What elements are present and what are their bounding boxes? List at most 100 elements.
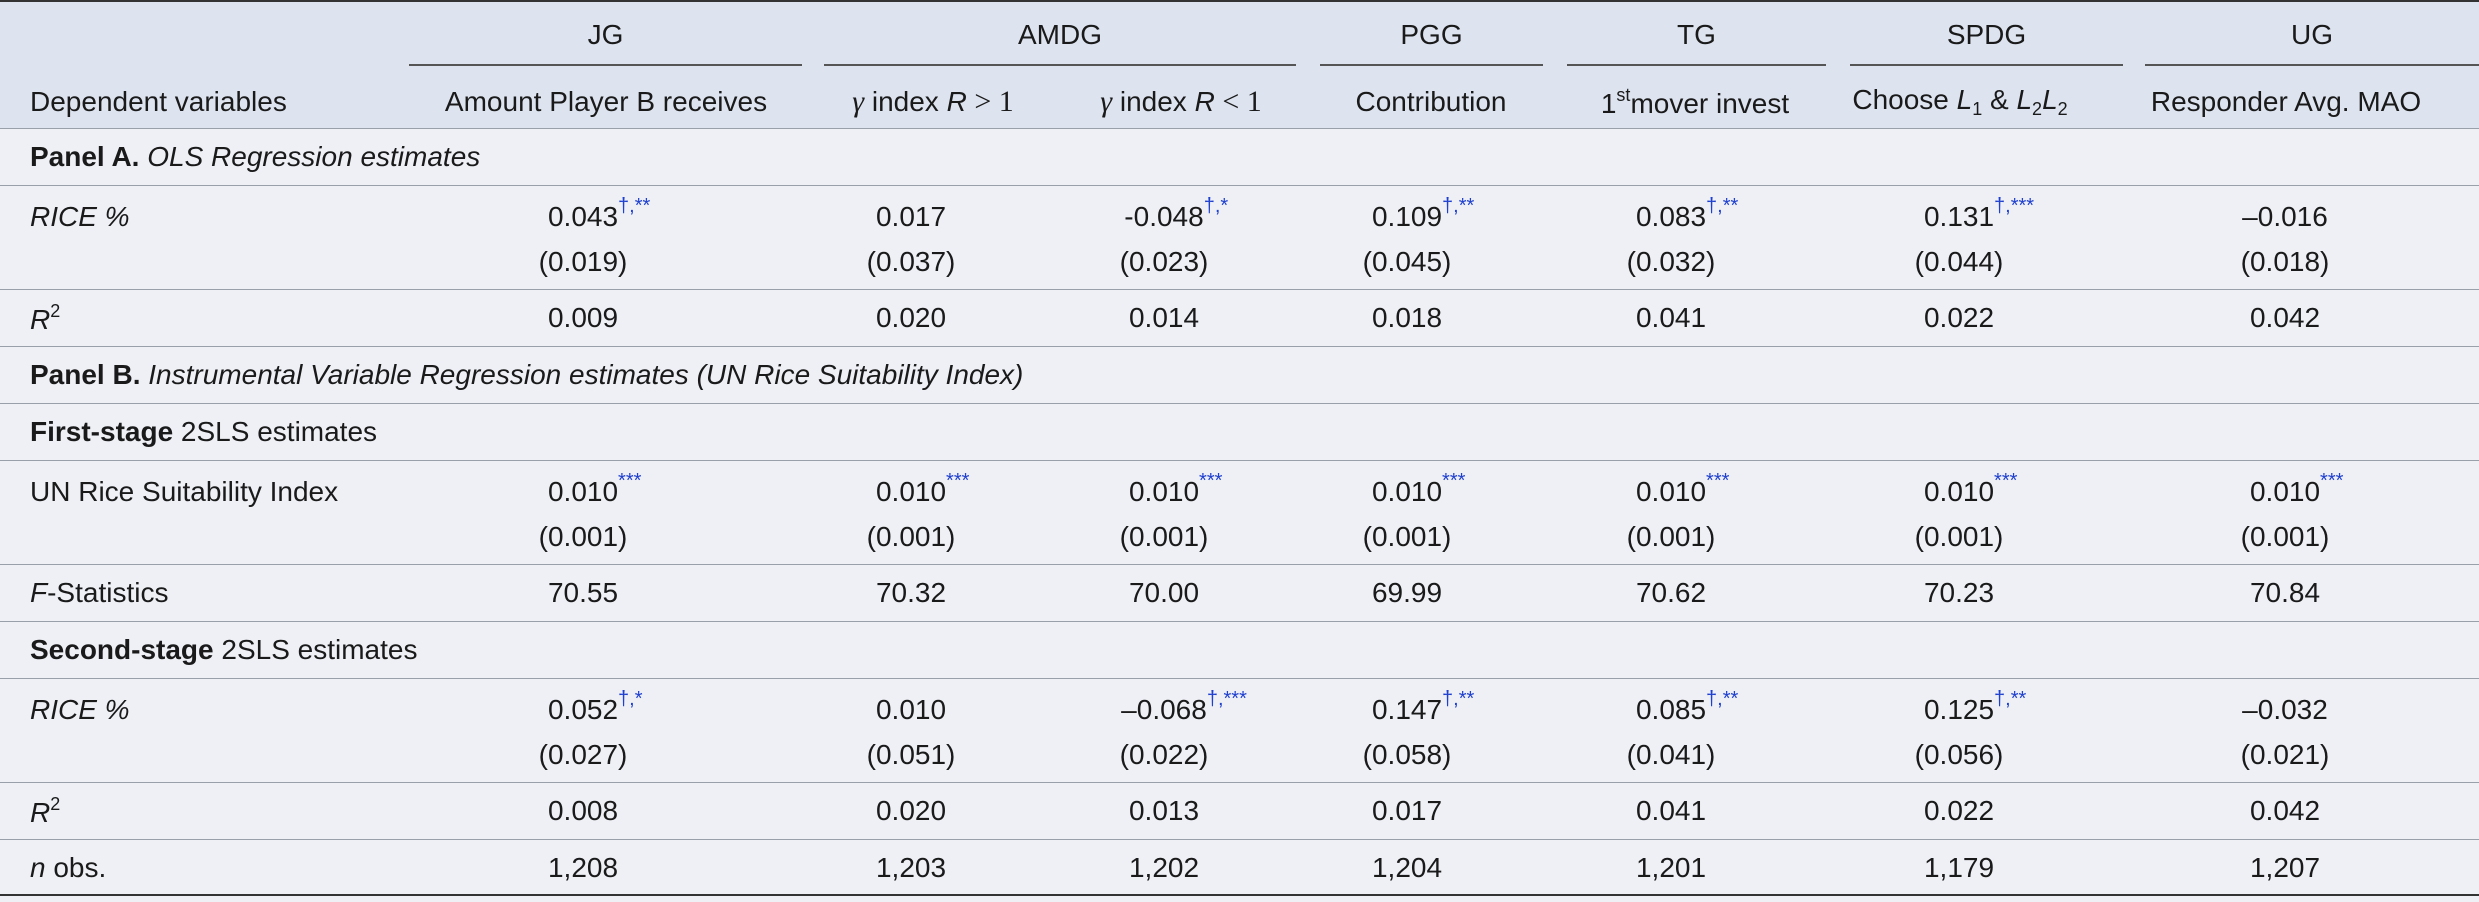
text-part: 2 xyxy=(2032,99,2043,119)
text-part: R xyxy=(1194,86,1215,117)
cell: 0.042 xyxy=(2249,301,2321,333)
cell: 1,203 xyxy=(876,853,946,882)
cell-value: –0.032 xyxy=(2242,694,2328,725)
cell: 0.018 xyxy=(1371,301,1443,333)
cell-value: 0.010 xyxy=(2249,476,2321,507)
cell: 70.62 xyxy=(1635,576,1707,608)
row-rule xyxy=(0,289,2479,290)
header-rule xyxy=(0,128,2479,129)
cell: 0.131 †,*** xyxy=(1923,196,2034,232)
cell-value: 0.052 xyxy=(547,694,619,725)
text-part: 2 xyxy=(50,300,61,321)
cell: 70.32 xyxy=(876,578,946,607)
cell: 70.55 xyxy=(548,578,618,607)
game-underline xyxy=(409,64,802,66)
cell: 69.99 xyxy=(1371,576,1443,608)
cell-value: 1,179 xyxy=(1923,851,1995,883)
row-label: R2 xyxy=(30,795,60,827)
cell: 0.010 *** xyxy=(2249,471,2343,507)
standard-error: (0.001) xyxy=(538,521,628,552)
column-label: Responder Avg. MAO xyxy=(2151,88,2421,116)
game-name: UG xyxy=(2291,19,2333,50)
text-part: Amount Player B receives xyxy=(444,86,768,117)
cell-value: 0.022 xyxy=(1923,301,1995,333)
text-part: -Statistics xyxy=(47,576,169,608)
row-label: First-stage 2SLS estimates xyxy=(30,415,377,447)
cell: -0.048 †,* xyxy=(1124,196,1228,231)
standard-error: (0.001) xyxy=(1914,521,2004,552)
standard-error: (0.022) xyxy=(1119,739,1209,770)
significance: †,*** xyxy=(1206,688,1247,710)
row-rule xyxy=(0,621,2479,622)
cell-value: 0.125 xyxy=(1923,694,1995,725)
column-label: γ index R < 1 xyxy=(1100,87,1261,117)
text-part: obs. xyxy=(45,851,107,883)
text-part: R xyxy=(30,796,51,828)
cell-value: 0.083 xyxy=(1635,201,1707,232)
column-label: Amount Player B receives xyxy=(445,88,767,116)
text-part: OLS Regression estimates xyxy=(147,140,481,172)
text-part: RICE % xyxy=(30,694,130,725)
cell: 0.010 *** xyxy=(1371,471,1465,507)
cell-value: 70.62 xyxy=(1635,576,1707,608)
cell: 1,207 xyxy=(2250,853,2320,882)
game-underline xyxy=(824,64,1296,66)
standard-error: (0.051) xyxy=(866,739,956,770)
cell-value: 0.042 xyxy=(2249,301,2321,333)
cell-value: 0.010 xyxy=(1371,476,1443,507)
cell: 70.84 xyxy=(2250,578,2320,607)
cell: 0.020 xyxy=(875,794,947,826)
cell-value: 1,204 xyxy=(1371,851,1443,883)
cell-value: 0.018 xyxy=(1371,301,1443,333)
cell-value: 0.131 xyxy=(1923,201,1995,232)
row-rule xyxy=(0,564,2479,565)
row-label: Second-stage 2SLS estimates xyxy=(30,635,417,664)
significance: *** xyxy=(618,470,642,492)
cell: 0.125 †,** xyxy=(1923,689,2026,725)
cell: 0.020 xyxy=(876,303,946,332)
standard-error: (0.032) xyxy=(1626,246,1716,277)
cell-value: 69.99 xyxy=(1371,576,1443,608)
cell: 0.010 xyxy=(876,696,946,724)
text-part: 1 xyxy=(1600,88,1617,119)
standard-error: (0.021) xyxy=(2240,739,2330,770)
cell: 0.010 *** xyxy=(1924,471,2017,506)
standard-error: (0.023) xyxy=(1119,246,1209,277)
row-rule xyxy=(0,839,2479,840)
text-part: index xyxy=(1112,86,1195,117)
standard-error: (0.045) xyxy=(1362,246,1452,277)
row-rule xyxy=(0,185,2479,186)
cell: 0.109 †,** xyxy=(1372,196,1474,231)
text-part: Instrumental Variable Regression estimat… xyxy=(148,358,1024,390)
text-part: γ xyxy=(1100,85,1113,118)
text-part: < 1 xyxy=(1214,85,1262,118)
text-part: Choose xyxy=(1852,84,1957,115)
cell: 0.010 *** xyxy=(1636,471,1729,506)
game-name: AMDG xyxy=(1018,19,1102,50)
game-name: JG xyxy=(587,19,624,50)
cell-value: 0.008 xyxy=(547,794,619,826)
cell: 1,208 xyxy=(548,853,618,882)
bottom-rule xyxy=(0,894,2479,896)
cell-value: 0.020 xyxy=(875,794,947,826)
text-part: Contribution xyxy=(1355,86,1507,117)
cell: 0.022 xyxy=(1923,301,1995,333)
standard-error: (0.019) xyxy=(538,246,628,277)
text-part: First-stage xyxy=(30,415,174,447)
cell: 0.147 †,** xyxy=(1372,689,1474,724)
significance: †,** xyxy=(618,195,651,217)
cell-value: 0.041 xyxy=(1635,301,1707,333)
text-part: mover invest xyxy=(1630,88,1790,119)
significance: †,** xyxy=(1442,688,1475,710)
standard-error: (0.044) xyxy=(1914,246,2004,277)
standard-error: (0.001) xyxy=(1119,521,1209,552)
cell-value: 0.010 xyxy=(875,694,947,725)
cell: 0.083 †,** xyxy=(1635,196,1738,232)
standard-error: (0.041) xyxy=(1626,739,1716,770)
cell-value: 0.010 xyxy=(547,476,619,507)
text-part: Panel B. xyxy=(30,358,141,390)
cell-value: 1,201 xyxy=(1635,851,1707,883)
cell: 0.043 †,** xyxy=(548,196,650,231)
cell-value: –0.016 xyxy=(2242,201,2328,232)
row-rule xyxy=(0,460,2479,461)
